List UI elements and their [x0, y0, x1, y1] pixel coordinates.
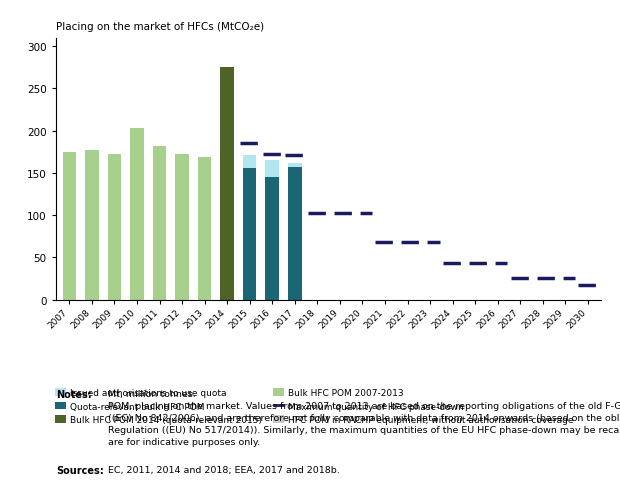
Bar: [198, 158, 211, 300]
Text: Sources:: Sources:: [56, 465, 104, 475]
Bar: [243, 156, 257, 168]
Text: Notes:: Notes:: [56, 390, 92, 400]
Bar: [130, 129, 144, 300]
Bar: [175, 155, 189, 300]
Bar: [220, 68, 234, 300]
Bar: [243, 168, 257, 300]
Bar: [153, 147, 166, 300]
Bar: [265, 178, 279, 300]
Bar: [265, 161, 279, 178]
Bar: [288, 168, 301, 300]
Legend: Issued authorisations to use quota, Quota-relevant bulk HFC POM, Bulk HFC POM 20: Issued authorisations to use quota, Quot…: [55, 388, 574, 424]
Text: Mt, million tonnes.
POM, placing on the market. Values from 2007 to 2013 are bas: Mt, million tonnes. POM, placing on the …: [108, 390, 620, 446]
Text: Placing on the market of HFCs (MtCO₂e): Placing on the market of HFCs (MtCO₂e): [56, 21, 264, 31]
Bar: [63, 152, 76, 300]
Bar: [108, 155, 121, 300]
Bar: [85, 151, 99, 300]
Text: EC, 2011, 2014 and 2018; EEA, 2017 and 2018b.: EC, 2011, 2014 and 2018; EEA, 2017 and 2…: [108, 465, 340, 474]
Bar: [288, 164, 301, 168]
